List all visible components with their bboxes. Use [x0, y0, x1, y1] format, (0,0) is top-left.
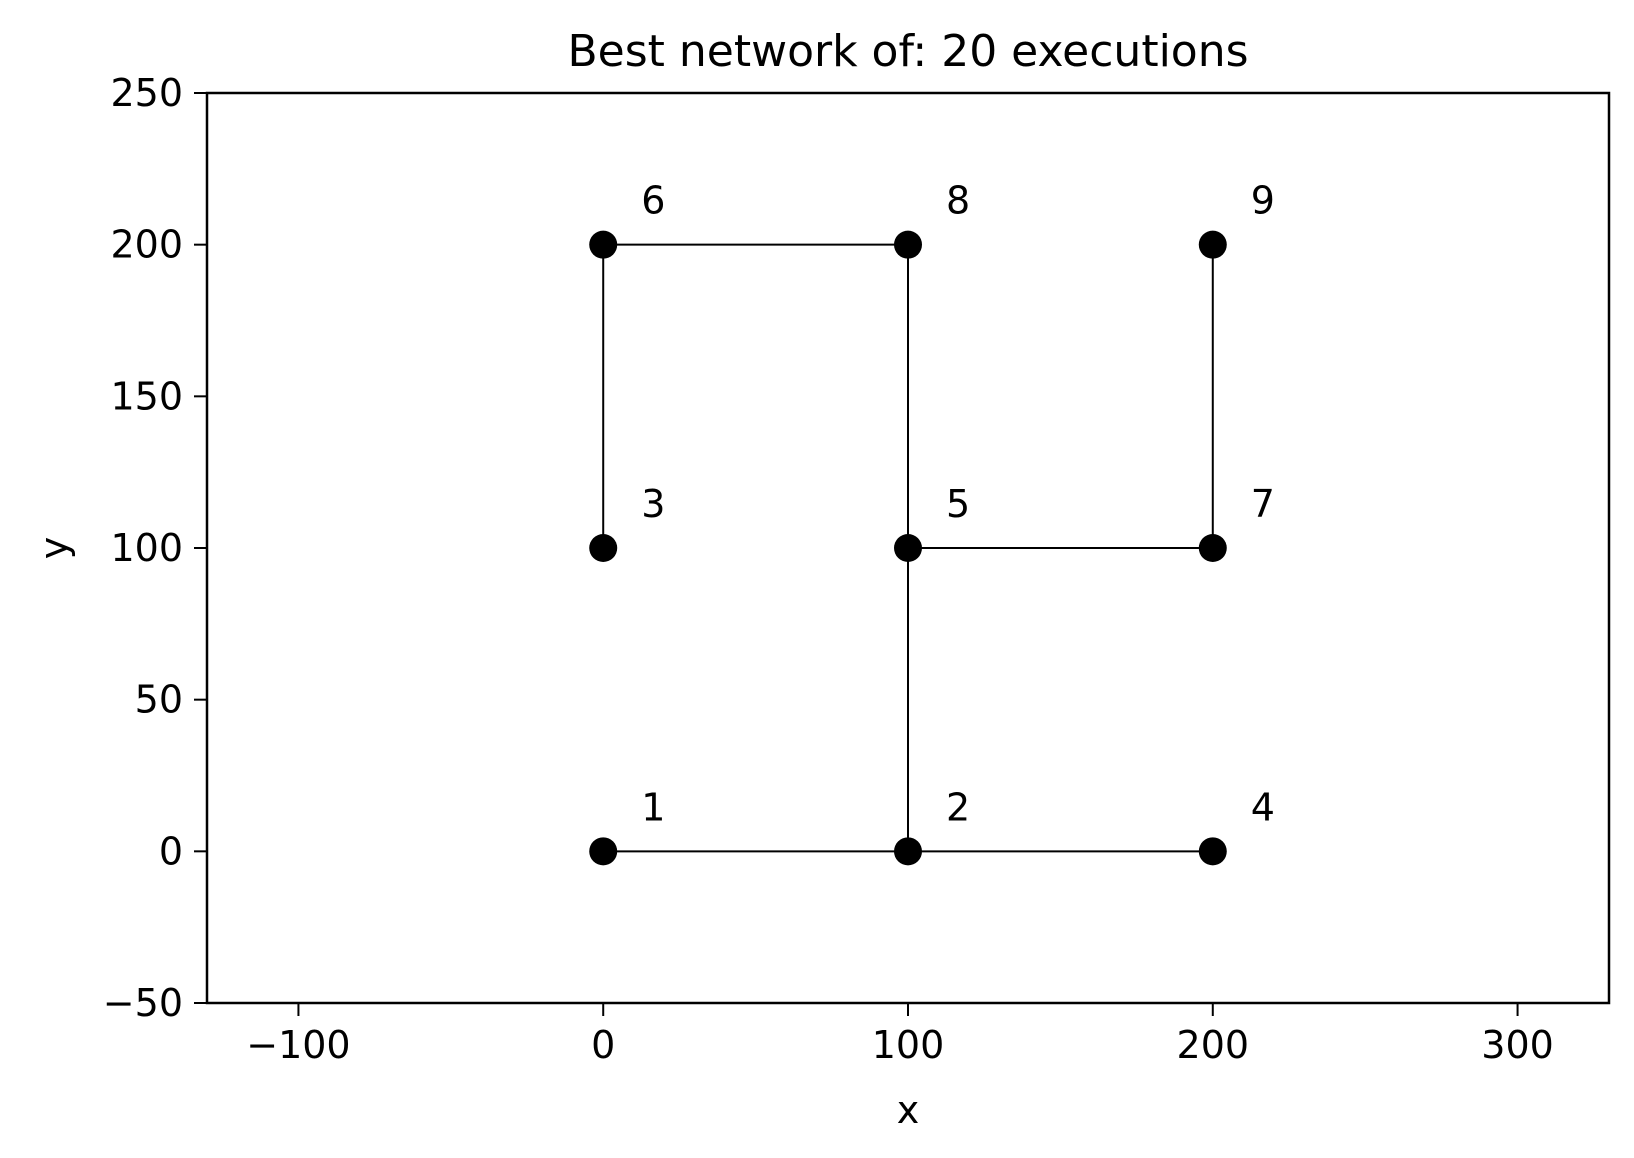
chart-title: Best network of: 20 executions	[567, 26, 1248, 77]
node-label-layer: 1 2 3 4 5 6 7 8 9	[641, 179, 1275, 830]
node-label-2: 2	[946, 785, 970, 829]
node-point-3	[589, 534, 618, 562]
node-label-6: 6	[641, 179, 665, 223]
y-tick-label: 250	[110, 71, 183, 115]
y-tick-label: 200	[110, 223, 183, 267]
y-tick-label: 100	[110, 526, 183, 570]
edge-layer	[602, 243, 1214, 853]
node-label-9: 9	[1251, 179, 1275, 223]
x-tick-label: 200	[1177, 1023, 1250, 1067]
node-point-8	[894, 230, 922, 259]
node-label-7: 7	[1251, 482, 1275, 526]
x-axis-label: x	[897, 1088, 920, 1132]
node-point-1	[589, 837, 618, 866]
y-tick-label: 50	[135, 678, 183, 722]
x-tick-label: 0	[591, 1023, 615, 1067]
node-label-4: 4	[1251, 785, 1275, 829]
x-tick-label: 100	[872, 1023, 945, 1067]
y-tick-label: 0	[159, 829, 183, 873]
node-label-5: 5	[946, 482, 970, 526]
y-axis-label: y	[32, 537, 76, 560]
node-point-7	[1198, 534, 1227, 562]
x-tick-label: 300	[1481, 1023, 1554, 1067]
y-axis-ticks: −50 0 50 100 150 200 250	[103, 71, 207, 1025]
node-point-2	[894, 837, 922, 866]
node-layer	[589, 230, 1227, 866]
node-label-8: 8	[946, 179, 970, 223]
node-point-6	[589, 230, 618, 259]
node-label-1: 1	[641, 785, 665, 829]
node-point-4	[1198, 837, 1227, 866]
node-label-3: 3	[641, 482, 665, 526]
node-point-9	[1198, 230, 1227, 259]
y-tick-label: 150	[110, 374, 183, 418]
node-point-5	[894, 534, 922, 562]
x-tick-label: −100	[246, 1023, 350, 1067]
x-axis-ticks: −100 0 100 200 300	[246, 1003, 1554, 1067]
y-tick-label: −50	[103, 981, 183, 1025]
